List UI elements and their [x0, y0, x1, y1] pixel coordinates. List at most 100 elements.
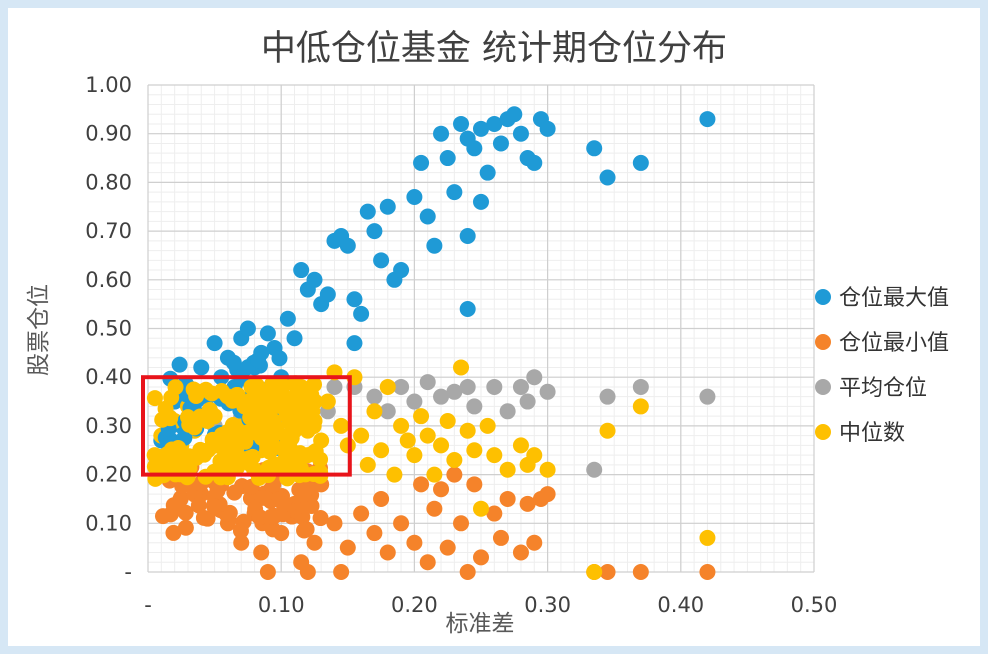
data-point: [419, 374, 436, 391]
data-point: [459, 422, 476, 439]
data-point: [304, 403, 321, 420]
data-point: [319, 286, 336, 303]
data-point: [379, 544, 396, 561]
data-point: [406, 534, 423, 551]
data-point: [241, 450, 258, 467]
data-point: [386, 466, 403, 483]
data-point: [306, 271, 323, 288]
data-point: [272, 395, 289, 412]
data-point: [224, 416, 241, 433]
data-point: [599, 564, 616, 580]
data-point: [253, 429, 270, 446]
y-tick-label: 0.60: [85, 268, 132, 292]
data-point: [632, 378, 649, 395]
data-points: [146, 106, 716, 580]
y-tick-label: 0.20: [85, 463, 132, 487]
data-point: [172, 491, 189, 508]
data-point: [473, 500, 489, 517]
data-point: [243, 378, 260, 395]
data-point: [253, 544, 270, 561]
data-point: [289, 383, 306, 400]
y-tick-label: 0.90: [85, 122, 132, 146]
data-point: [512, 125, 529, 142]
data-point: [459, 301, 476, 318]
data-point: [346, 291, 363, 308]
data-point: [379, 403, 396, 420]
data-point: [219, 452, 236, 469]
data-point: [163, 441, 180, 458]
data-point: [426, 466, 443, 483]
data-point: [228, 387, 245, 404]
data-point: [290, 455, 307, 472]
legend-label: 平均仓位: [839, 376, 927, 401]
data-point: [177, 519, 194, 536]
data-point: [466, 442, 483, 459]
data-point: [413, 154, 430, 171]
data-point: [287, 405, 304, 422]
data-point: [699, 111, 716, 128]
data-point: [426, 500, 443, 517]
data-point: [506, 106, 523, 123]
data-point: [303, 386, 320, 403]
data-point: [473, 120, 489, 137]
data-point: [586, 140, 603, 157]
data-point: [295, 486, 312, 503]
data-point: [353, 305, 370, 322]
data-point: [177, 504, 194, 521]
data-point: [275, 496, 292, 513]
x-tick-label: 0.20: [391, 593, 438, 617]
data-point: [213, 383, 230, 400]
data-point: [486, 115, 503, 132]
data-point: [512, 544, 529, 561]
data-point: [209, 482, 226, 499]
data-point: [512, 378, 529, 395]
data-point: [366, 525, 383, 542]
data-point: [439, 413, 456, 430]
data-point: [259, 564, 276, 580]
x-tick-label: 0.40: [657, 593, 704, 617]
data-point: [632, 154, 649, 171]
data-point: [219, 469, 236, 486]
data-point: [299, 564, 316, 580]
data-point: [282, 440, 299, 457]
data-point: [486, 447, 503, 464]
data-point: [359, 456, 376, 473]
data-point: [379, 198, 396, 215]
data-point: [275, 453, 292, 470]
data-point: [259, 325, 276, 342]
data-point: [353, 505, 370, 522]
data-point: [326, 515, 343, 532]
data-point: [265, 439, 282, 456]
data-point: [202, 409, 219, 426]
chart-frame: 中低仓位基金 统计期仓位分布 - 0.10 0.20 0.30 0.40 0.50 0.60…: [8, 8, 980, 646]
data-point: [479, 417, 496, 434]
data-point: [326, 378, 343, 395]
data-point: [699, 388, 716, 405]
data-point: [473, 549, 489, 566]
y-tick-label: 1.00: [85, 73, 132, 97]
data-point: [195, 509, 212, 526]
data-point: [296, 522, 313, 539]
data-point: [526, 154, 543, 171]
y-tick-label: 0.10: [85, 511, 132, 535]
data-point: [251, 416, 268, 433]
data-point: [186, 419, 203, 436]
data-point: [699, 564, 716, 580]
x-tick-label: -: [144, 593, 152, 617]
data-point: [599, 169, 616, 186]
data-point: [248, 404, 265, 421]
data-point: [419, 427, 436, 444]
data-point: [539, 486, 556, 503]
legend-marker: [815, 424, 831, 440]
y-tick-label: 0.70: [85, 219, 132, 243]
data-point: [225, 354, 242, 371]
data-point: [586, 461, 603, 478]
data-point: [459, 378, 476, 395]
data-point: [379, 378, 396, 395]
x-tick-label: 0.10: [258, 593, 305, 617]
highlight-box: [141, 375, 352, 477]
data-point: [466, 476, 483, 493]
data-point: [406, 393, 423, 410]
data-point: [393, 262, 410, 279]
